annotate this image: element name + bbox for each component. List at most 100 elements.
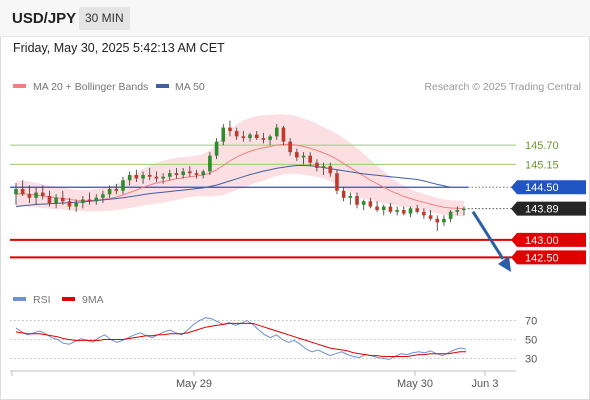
rsi-tick-50: 50 (525, 335, 537, 347)
candle (341, 187, 346, 202)
candle-body (348, 196, 353, 198)
candle (395, 206, 399, 216)
candle-body (368, 201, 373, 207)
arrow-head-icon (498, 256, 511, 272)
candle-body (388, 206, 393, 212)
candle (375, 201, 379, 212)
forecast-arrow-layer (471, 210, 511, 272)
level-label-145.15: 145.15 (525, 159, 559, 171)
candle-body (81, 199, 85, 204)
candle (167, 169, 172, 181)
candle-body (248, 134, 252, 139)
candle-body (455, 210, 460, 212)
candle-body (361, 201, 366, 205)
pivot-tag (511, 180, 586, 195)
candle (47, 190, 52, 207)
candle (422, 208, 426, 219)
x-tick-label: Jun 3 (472, 378, 499, 390)
header-bar: USD/JPY 30 MIN (0, 0, 590, 37)
candle-body (20, 189, 25, 195)
candle (101, 190, 105, 204)
rsi-tick-30: 30 (525, 353, 537, 365)
candle-body (241, 136, 246, 139)
candle-body (14, 189, 18, 195)
candle (40, 185, 45, 200)
candle (254, 131, 259, 140)
candle (408, 206, 413, 218)
candle (268, 134, 272, 146)
candle (154, 171, 159, 182)
candle-body (181, 171, 185, 175)
candle-body (308, 155, 313, 163)
legend-swatch-ma20 (13, 84, 26, 88)
level-label-143.89: 143.89 (525, 204, 559, 216)
candle (61, 190, 65, 205)
candle (114, 183, 119, 195)
candle-body (194, 173, 199, 175)
candle-body (261, 138, 266, 140)
support-tag-4 (511, 232, 586, 247)
candle (27, 185, 32, 204)
candle (388, 203, 393, 214)
candle (67, 197, 72, 211)
candle-body (428, 215, 433, 219)
candle (328, 162, 333, 177)
candle-body (54, 197, 58, 204)
legend-swatch-9ma (62, 297, 75, 301)
legend-swatch-ma50 (156, 84, 169, 88)
rsi-line (15, 317, 467, 360)
candle (74, 199, 78, 212)
candle (462, 206, 466, 216)
candle-body (274, 127, 279, 137)
rsi-panel: 70 50 30 (10, 316, 537, 365)
candle (261, 132, 266, 144)
candle-body (47, 196, 52, 204)
candle-body (107, 189, 112, 195)
candle (288, 138, 292, 156)
credit-text: Research © 2025 Trading Central (424, 81, 581, 93)
candle (141, 171, 145, 184)
candle (348, 192, 353, 205)
rsi-legend: RSI 9MA (13, 294, 104, 306)
candle-body (381, 206, 386, 211)
candle (455, 206, 460, 216)
candle (355, 192, 359, 209)
candle-body (147, 174, 152, 177)
candle-body (141, 174, 145, 179)
candle-body (301, 155, 306, 158)
candle-body (355, 196, 359, 205)
level-lines-layer (10, 144, 516, 259)
candle-body (435, 218, 440, 223)
candle (308, 152, 313, 167)
candle-body (40, 192, 45, 197)
candle-body (442, 218, 446, 223)
candle (214, 138, 219, 160)
legend-label-ma50: MA 50 (175, 81, 205, 93)
candle-body (408, 208, 413, 214)
legend-label-rsi: RSI (33, 294, 51, 306)
level-label-145.70: 145.70 (525, 140, 559, 152)
candle-body (127, 174, 132, 181)
candle-body (221, 127, 226, 142)
x-tick-label: May 30 (397, 378, 433, 390)
candle-body (268, 136, 272, 140)
candle-body (375, 206, 379, 211)
candle (134, 169, 139, 182)
candle (402, 206, 406, 216)
candle-body (167, 173, 172, 177)
candle (87, 192, 92, 205)
candle-body (67, 201, 72, 207)
timeframe-badge[interactable]: 30 MIN (79, 7, 130, 30)
arrow-down-right-icon (471, 210, 505, 260)
candle (435, 215, 440, 232)
candle-body (281, 127, 286, 142)
last-price-tag (511, 201, 586, 216)
candle (442, 215, 446, 226)
bollinger-band (16, 114, 464, 217)
legend-label-ma20: MA 20 + Bollinger Bands (33, 81, 148, 93)
candle-body (208, 155, 212, 172)
candle-body (234, 131, 239, 137)
legend-swatch-rsi (13, 297, 26, 301)
support-tag-5 (511, 250, 586, 265)
